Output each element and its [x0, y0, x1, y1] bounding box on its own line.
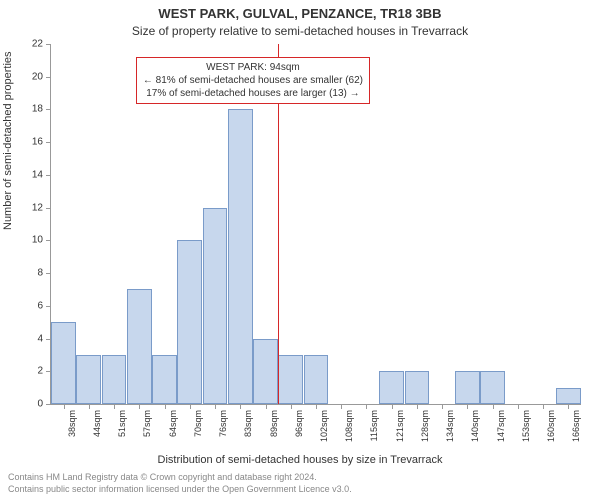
x-tick: [165, 404, 166, 409]
x-tick-label: 51sqm: [117, 410, 127, 437]
y-tick: [46, 142, 51, 143]
histogram-bar: [278, 355, 303, 404]
y-tick: [46, 109, 51, 110]
x-tick: [366, 404, 367, 409]
x-tick: [467, 404, 468, 409]
histogram-bar: [228, 109, 253, 404]
y-tick: [46, 44, 51, 45]
histogram-bar: [152, 355, 177, 404]
y-tick: [46, 77, 51, 78]
x-tick-label: 108sqm: [344, 410, 354, 442]
x-tick: [114, 404, 115, 409]
x-tick: [493, 404, 494, 409]
x-tick: [266, 404, 267, 409]
x-tick: [89, 404, 90, 409]
x-tick: [215, 404, 216, 409]
y-tick-label: 12: [32, 202, 43, 213]
x-tick: [64, 404, 65, 409]
x-tick-label: 83sqm: [243, 410, 253, 437]
y-tick: [46, 273, 51, 274]
x-tick-label: 128sqm: [420, 410, 430, 442]
x-tick: [240, 404, 241, 409]
x-tick-label: 89sqm: [269, 410, 279, 437]
y-tick-label: 6: [37, 300, 43, 311]
x-tick-label: 166sqm: [571, 410, 581, 442]
y-axis-label: Number of semi-detached properties: [2, 51, 14, 230]
histogram-bar: [455, 371, 480, 404]
x-tick: [316, 404, 317, 409]
x-tick: [543, 404, 544, 409]
x-tick: [568, 404, 569, 409]
y-tick-label: 4: [37, 333, 43, 344]
x-tick-label: 134sqm: [445, 410, 455, 442]
x-axis-label: Distribution of semi-detached houses by …: [0, 454, 600, 466]
x-tick-label: 44sqm: [92, 410, 102, 437]
histogram-bar: [556, 388, 581, 404]
histogram-bar: [177, 240, 202, 404]
x-tick: [341, 404, 342, 409]
plot-area: 024681012141618202238sqm44sqm51sqm57sqm6…: [50, 44, 581, 405]
x-tick: [291, 404, 292, 409]
footer-copyright-1: Contains HM Land Registry data © Crown c…: [8, 472, 317, 482]
histogram-bar: [379, 371, 404, 404]
annotation-box: WEST PARK: 94sqm← 81% of semi-detached h…: [136, 57, 370, 104]
y-tick-label: 18: [32, 104, 43, 115]
y-tick: [46, 306, 51, 307]
histogram-bar: [102, 355, 127, 404]
x-tick-label: 57sqm: [142, 410, 152, 437]
y-tick-label: 22: [32, 39, 43, 50]
y-tick: [46, 404, 51, 405]
x-tick-label: 140sqm: [470, 410, 480, 442]
x-tick-label: 64sqm: [168, 410, 178, 437]
histogram-bar: [480, 371, 505, 404]
x-tick-label: 76sqm: [218, 410, 228, 437]
histogram-bar: [51, 322, 76, 404]
x-tick-label: 96sqm: [294, 410, 304, 437]
x-tick: [417, 404, 418, 409]
y-tick: [46, 371, 51, 372]
annotation-line2: ← 81% of semi-detached houses are smalle…: [143, 74, 363, 87]
histogram-bar: [253, 339, 278, 404]
x-tick-label: 147sqm: [496, 410, 506, 442]
histogram-bar: [76, 355, 101, 404]
histogram-bar: [127, 289, 152, 404]
y-tick: [46, 240, 51, 241]
x-tick-label: 160sqm: [546, 410, 556, 442]
x-tick: [442, 404, 443, 409]
annotation-line1: WEST PARK: 94sqm: [143, 61, 363, 74]
x-tick-label: 70sqm: [193, 410, 203, 437]
x-tick-label: 115sqm: [369, 410, 379, 441]
annotation-line3: 17% of semi-detached houses are larger (…: [143, 87, 363, 100]
y-tick-label: 8: [37, 268, 43, 279]
x-tick-label: 102sqm: [319, 410, 329, 442]
chart-title-1: WEST PARK, GULVAL, PENZANCE, TR18 3BB: [0, 6, 600, 21]
chart-title-2: Size of property relative to semi-detach…: [0, 24, 600, 38]
y-tick-label: 20: [32, 71, 43, 82]
y-tick-label: 16: [32, 137, 43, 148]
y-tick-label: 2: [37, 366, 43, 377]
chart-container: WEST PARK, GULVAL, PENZANCE, TR18 3BB Si…: [0, 0, 600, 500]
x-tick-label: 121sqm: [395, 410, 405, 442]
footer-copyright-2: Contains public sector information licen…: [8, 484, 352, 494]
x-tick: [139, 404, 140, 409]
y-tick-label: 0: [37, 399, 43, 410]
y-tick-label: 10: [32, 235, 43, 246]
y-tick: [46, 339, 51, 340]
histogram-bar: [304, 355, 329, 404]
x-tick: [518, 404, 519, 409]
histogram-bar: [203, 208, 228, 404]
y-tick: [46, 208, 51, 209]
x-tick: [392, 404, 393, 409]
y-tick-label: 14: [32, 169, 43, 180]
x-tick-label: 153sqm: [521, 410, 531, 442]
y-tick: [46, 175, 51, 176]
x-tick: [190, 404, 191, 409]
histogram-bar: [405, 371, 430, 404]
x-tick-label: 38sqm: [67, 410, 77, 437]
